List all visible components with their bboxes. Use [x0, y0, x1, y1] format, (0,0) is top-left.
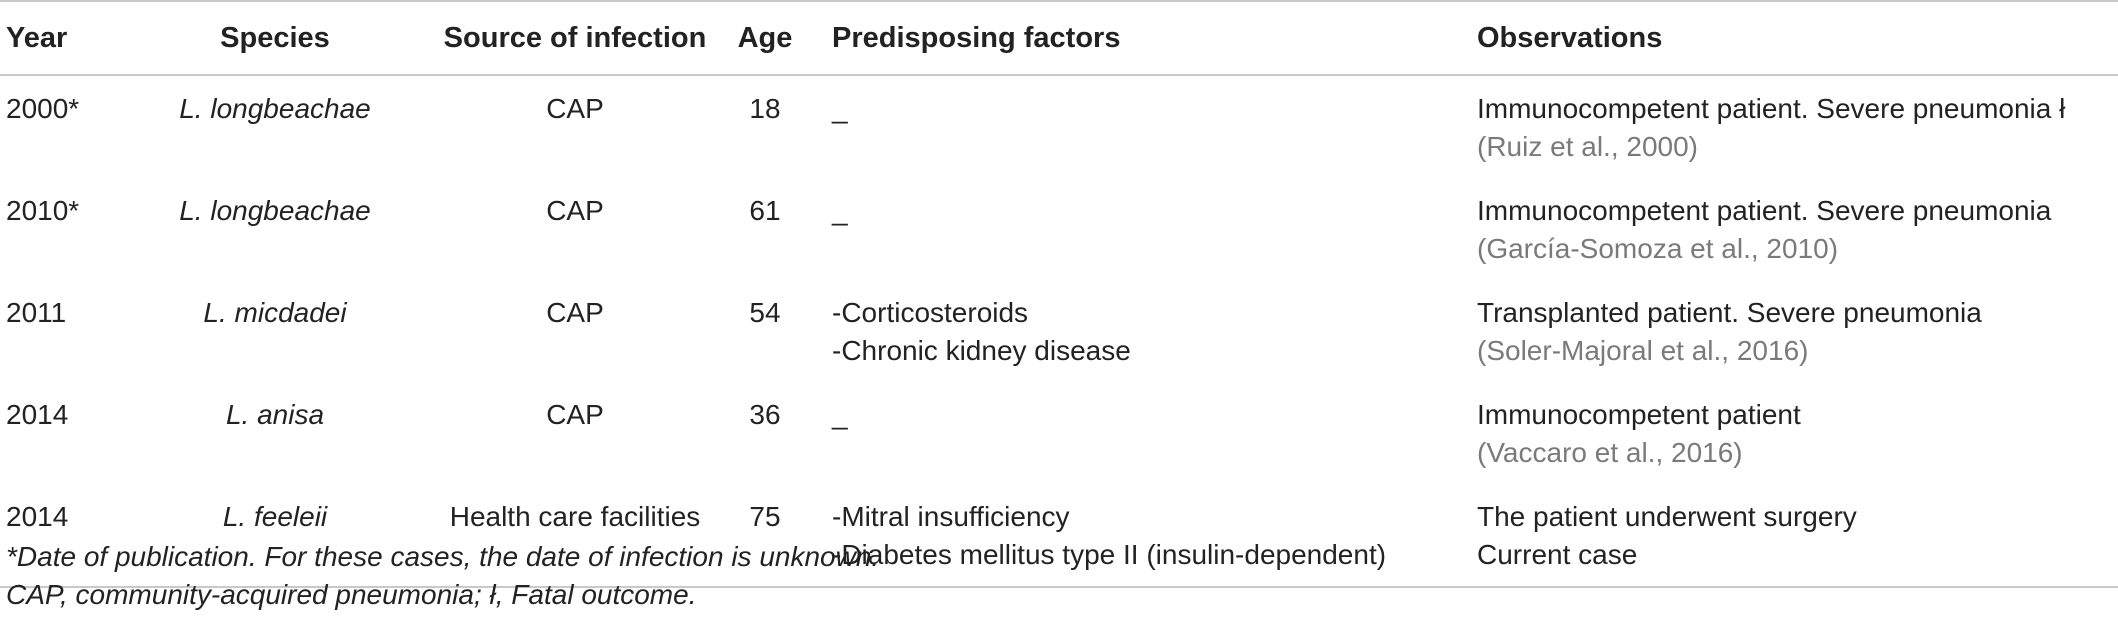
table-row: 2010* L. longbeachae CAP 61 _ Immunocomp…: [0, 178, 2118, 280]
cell-source: CAP: [546, 297, 604, 328]
cell-predisposing: -Mitral insufficiency -Diabetes mellitus…: [810, 484, 1477, 587]
case-table-container: Year Species Source of infection Age Pre…: [0, 1, 2118, 587]
header-year: Year: [6, 21, 68, 54]
cell-source: CAP: [546, 399, 604, 430]
footnote-date: *Date of publication. For these cases, t…: [6, 541, 880, 572]
cell-observations: Immunocompetent patient (Vaccaro et al.,…: [1477, 382, 2118, 484]
cell-source: CAP: [546, 93, 604, 124]
cell-age: 36: [749, 399, 781, 430]
header-age: Age: [737, 21, 793, 54]
cell-predisposing: _: [810, 178, 1477, 280]
cell-source: Health care facilities: [449, 501, 701, 532]
cell-species: L. longbeachae: [179, 93, 371, 124]
cell-observations: Transplanted patient. Severe pneumonia (…: [1477, 280, 2118, 382]
cell-year: 2014: [6, 501, 69, 532]
cell-observations: Immunocompetent patient. Severe pneumoni…: [1477, 75, 2118, 178]
table-row: 2014 L. feeleii Health care facilities 7…: [0, 484, 2118, 587]
cell-source: CAP: [546, 195, 604, 226]
footnote-abbreviations: CAP, community-acquired pneumonia; ł, Fa…: [6, 579, 697, 610]
observation-text: Transplanted patient. Severe pneumonia: [1477, 297, 1982, 328]
cell-year: 2014: [6, 399, 69, 430]
reference-link[interactable]: (Vaccaro et al., 2016): [1477, 437, 1743, 468]
table-row: 2014 L. anisa CAP 36 _ Immunocompetent p…: [0, 382, 2118, 484]
table-header: Year Species Source of infection Age Pre…: [0, 1, 2118, 75]
header-source: Source of infection: [443, 21, 707, 54]
table-footnotes: *Date of publication. For these cases, t…: [6, 538, 879, 614]
observation-text: The patient underwent surgery: [1477, 501, 1857, 532]
cell-species: L. micdadei: [203, 297, 347, 328]
cell-observations: The patient underwent surgery Current ca…: [1477, 484, 2118, 587]
cell-species: L. anisa: [225, 399, 325, 430]
table-row: 2011 L. micdadei CAP 54 -Corticosteroids…: [0, 280, 2118, 382]
predisposing-item: -Corticosteroids: [832, 297, 1029, 328]
header-row: Year Species Source of infection Age Pre…: [0, 1, 2118, 75]
reference-link[interactable]: (Ruiz et al., 2000): [1477, 131, 1698, 162]
cell-predisposing: _: [810, 382, 1477, 484]
cell-year: 2010*: [6, 195, 80, 226]
reference-text: Current case: [1477, 539, 1638, 570]
cell-predisposing: _: [810, 75, 1477, 178]
cell-year: 2000*: [6, 93, 80, 124]
header-observations: Observations: [1477, 21, 1663, 54]
reference-link[interactable]: (García-Somoza et al., 2010): [1477, 233, 1839, 264]
cell-year: 2011: [6, 297, 67, 328]
cell-age: 54: [749, 297, 781, 328]
cell-species: L. longbeachae: [179, 195, 371, 226]
header-species: Species: [220, 21, 330, 54]
table-body: 2000* L. longbeachae CAP 18 _ Immunocomp…: [0, 75, 2118, 587]
observation-text: Immunocompetent patient. Severe pneumoni…: [1477, 195, 2052, 226]
observation-text: Immunocompetent patient: [1477, 399, 1801, 430]
predisposing-item: _: [832, 399, 848, 430]
cell-predisposing: -Corticosteroids -Chronic kidney disease: [810, 280, 1477, 382]
cell-observations: Immunocompetent patient. Severe pneumoni…: [1477, 178, 2118, 280]
predisposing-item: -Chronic kidney disease: [832, 335, 1131, 366]
predisposing-item: -Mitral insufficiency: [832, 501, 1070, 532]
case-table: Year Species Source of infection Age Pre…: [0, 1, 2118, 587]
observation-text: Immunocompetent patient. Severe pneumoni…: [1477, 93, 2066, 124]
header-predisposing: Predisposing factors: [832, 21, 1121, 54]
predisposing-item: _: [832, 195, 848, 226]
predisposing-item: _: [832, 93, 848, 124]
table-row: 2000* L. longbeachae CAP 18 _ Immunocomp…: [0, 75, 2118, 178]
cell-age: 18: [749, 93, 781, 124]
reference-link[interactable]: (Soler-Majoral et al., 2016): [1477, 335, 1809, 366]
cell-age: 75: [749, 501, 781, 532]
cell-age: 61: [749, 195, 781, 226]
cell-species: L. feeleii: [222, 501, 328, 532]
predisposing-item: -Diabetes mellitus type II (insulin-depe…: [832, 539, 1387, 570]
